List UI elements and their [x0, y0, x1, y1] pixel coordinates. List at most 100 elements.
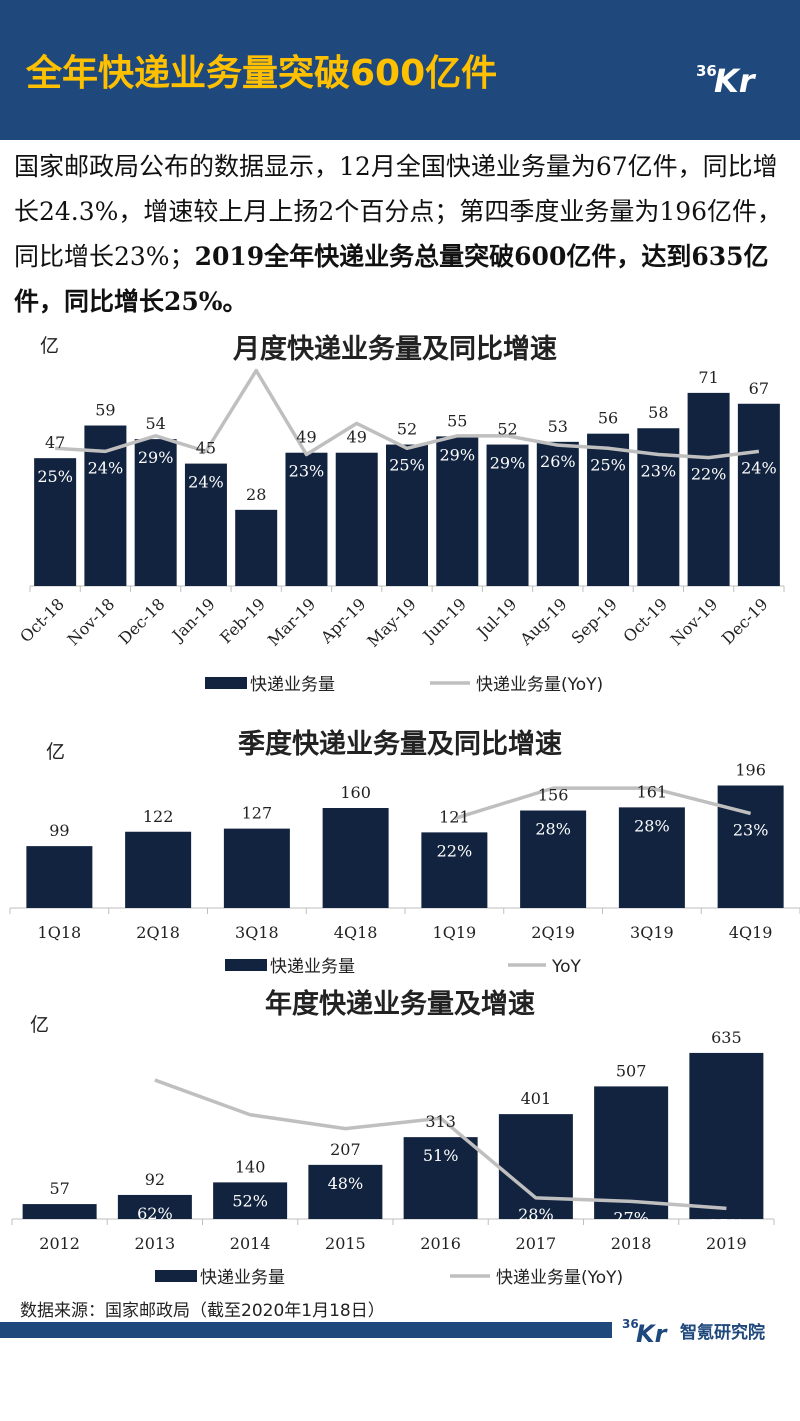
bar: [536, 441, 579, 586]
bar-value-label: 507: [616, 1061, 647, 1080]
bar: [134, 439, 177, 586]
bar-value-label: 196: [735, 761, 766, 780]
36kr-logo: 36 Kr: [696, 62, 757, 94]
bar-value-label: 53: [548, 417, 568, 436]
intro-text: 国家邮政局公布的数据显示，12月全国快递业务量为67亿件，同比增长24.3%，增…: [14, 152, 783, 271]
bar: [322, 808, 389, 908]
bar-value-label: 52: [397, 420, 417, 439]
bar-value-label: 56: [598, 409, 618, 428]
bar: [737, 403, 780, 586]
page-title: 全年快递业务量突破600亿件: [26, 53, 498, 94]
x-tick-label: 2017: [516, 1234, 557, 1253]
yoy-value-label: 48%: [328, 1174, 364, 1193]
x-tick-label: Aug-19: [516, 594, 571, 649]
x-tick-label: 4Q18: [334, 923, 378, 942]
yoy-value-label: 29%: [490, 454, 526, 473]
x-tick-label: 2Q19: [531, 923, 575, 942]
x-tick-label: 2019: [706, 1234, 747, 1253]
header-band: 全年快递业务量突破600亿件 36 Kr: [0, 0, 800, 140]
y-unit-label: 亿: [30, 1014, 49, 1036]
legend-bar-swatch: [155, 1270, 197, 1282]
x-tick-label: 2013: [135, 1234, 176, 1253]
bar-value-label: 57: [49, 1179, 69, 1198]
bar: [34, 458, 77, 586]
yoy-value-label: 28%: [634, 816, 670, 835]
yoy-value-label: 25%: [37, 467, 73, 486]
footer-36kr-logo: 36 Kr: [622, 1317, 669, 1344]
bar-value-label: 160: [340, 783, 371, 802]
bar: [22, 1204, 97, 1219]
bar: [498, 1114, 573, 1219]
bar-value-label: 207: [330, 1140, 361, 1159]
annual-chart: 年度快递业务量及增速亿 57 92 140 207 313 401 507 635 62% 52% 4…: [0, 985, 800, 1295]
bar-value-label: 67: [749, 379, 769, 398]
yoy-value-label: 28%: [518, 1205, 554, 1224]
bar-value-label: 313: [425, 1112, 456, 1131]
x-tick-label: Dec-18: [115, 594, 169, 648]
yoy-value-label: 24%: [88, 458, 124, 477]
x-tick-label: May-19: [363, 594, 419, 650]
bar: [235, 509, 278, 586]
x-tick-label: 3Q19: [630, 923, 674, 942]
x-tick-label: Jan-19: [167, 594, 219, 646]
bar-value-label: 161: [637, 782, 668, 801]
x-tick-label: Sep-19: [568, 594, 621, 647]
bar: [520, 810, 587, 908]
yoy-value-label: 24%: [741, 458, 777, 477]
quarterly-chart: 季度快递业务量及同比增速 亿 99 122 127 160 121 156 161 196 22% 2…: [0, 720, 800, 988]
bar: [689, 1052, 764, 1219]
svg-text:Kr: Kr: [714, 62, 757, 94]
legend-line-label: 快递业务量(YoY): [496, 1268, 623, 1288]
legend-bar-swatch: [225, 959, 267, 971]
x-tick-label: 2015: [325, 1234, 366, 1253]
bar: [125, 831, 192, 908]
bar: [717, 785, 784, 908]
legend-bar-label: 快递业务量: [200, 1268, 285, 1288]
x-tick-label: Mar-19: [264, 594, 319, 649]
bar-value-label: 156: [538, 786, 569, 805]
bar: [285, 452, 328, 586]
x-tick-label: 2018: [611, 1234, 652, 1253]
quarterly-chart-svg: 季度快递业务量及同比增速 亿 99 122 127 160 121 156 161 196 22% 2…: [9, 728, 800, 977]
svg-text:Kr: Kr: [636, 1320, 669, 1344]
yoy-value-label: 29%: [138, 448, 174, 467]
bar: [587, 433, 630, 586]
bar: [687, 392, 730, 586]
yoy-value-label: 29%: [439, 445, 475, 464]
bar: [213, 1182, 288, 1219]
legend-bar-label: 快递业务量: [250, 675, 335, 695]
yoy-value-label: 28%: [535, 820, 571, 839]
bar-value-label: 127: [242, 804, 273, 823]
bar: [436, 436, 479, 586]
yoy-value-label: 23%: [733, 820, 769, 839]
yoy-value-label: 25%: [590, 455, 626, 474]
yoy-value-label: 24%: [188, 473, 224, 492]
bar-value-label: 49: [347, 428, 367, 447]
svg-text:36: 36: [622, 1317, 639, 1331]
bar-value-label: 635: [711, 1028, 742, 1047]
bar-value-label: 49: [296, 428, 316, 447]
bar-value-label: 47: [45, 433, 65, 452]
bar-value-label: 55: [447, 411, 467, 430]
x-tick-label: Oct-18: [16, 594, 68, 646]
intro-paragraph: 国家邮政局公布的数据显示，12月全国快递业务量为67亿件，同比增长24.3%，增…: [14, 144, 790, 324]
yoy-value-label: 23%: [289, 462, 325, 481]
x-tick-label: 2014: [230, 1234, 271, 1253]
yoy-value-label: 26%: [540, 452, 576, 471]
yoy-value-label: 25%: [389, 455, 425, 474]
x-tick-label: 2016: [420, 1234, 461, 1253]
bar-value-label: 58: [648, 403, 668, 422]
bar: [594, 1086, 669, 1219]
yoy-value-label: 25%: [709, 1215, 745, 1234]
legend-line-label: 快递业务量(YoY): [476, 675, 603, 695]
x-tick-label: Jul-19: [472, 594, 521, 643]
yoy-line: [453, 786, 752, 821]
x-tick-label: Feb-19: [216, 594, 269, 647]
bar: [117, 1194, 192, 1219]
x-tick-label: 2012: [39, 1234, 80, 1253]
bar: [618, 807, 685, 908]
bar-value-label: 92: [145, 1170, 165, 1189]
bar: [403, 1137, 478, 1219]
x-tick-label: 4Q19: [729, 923, 773, 942]
